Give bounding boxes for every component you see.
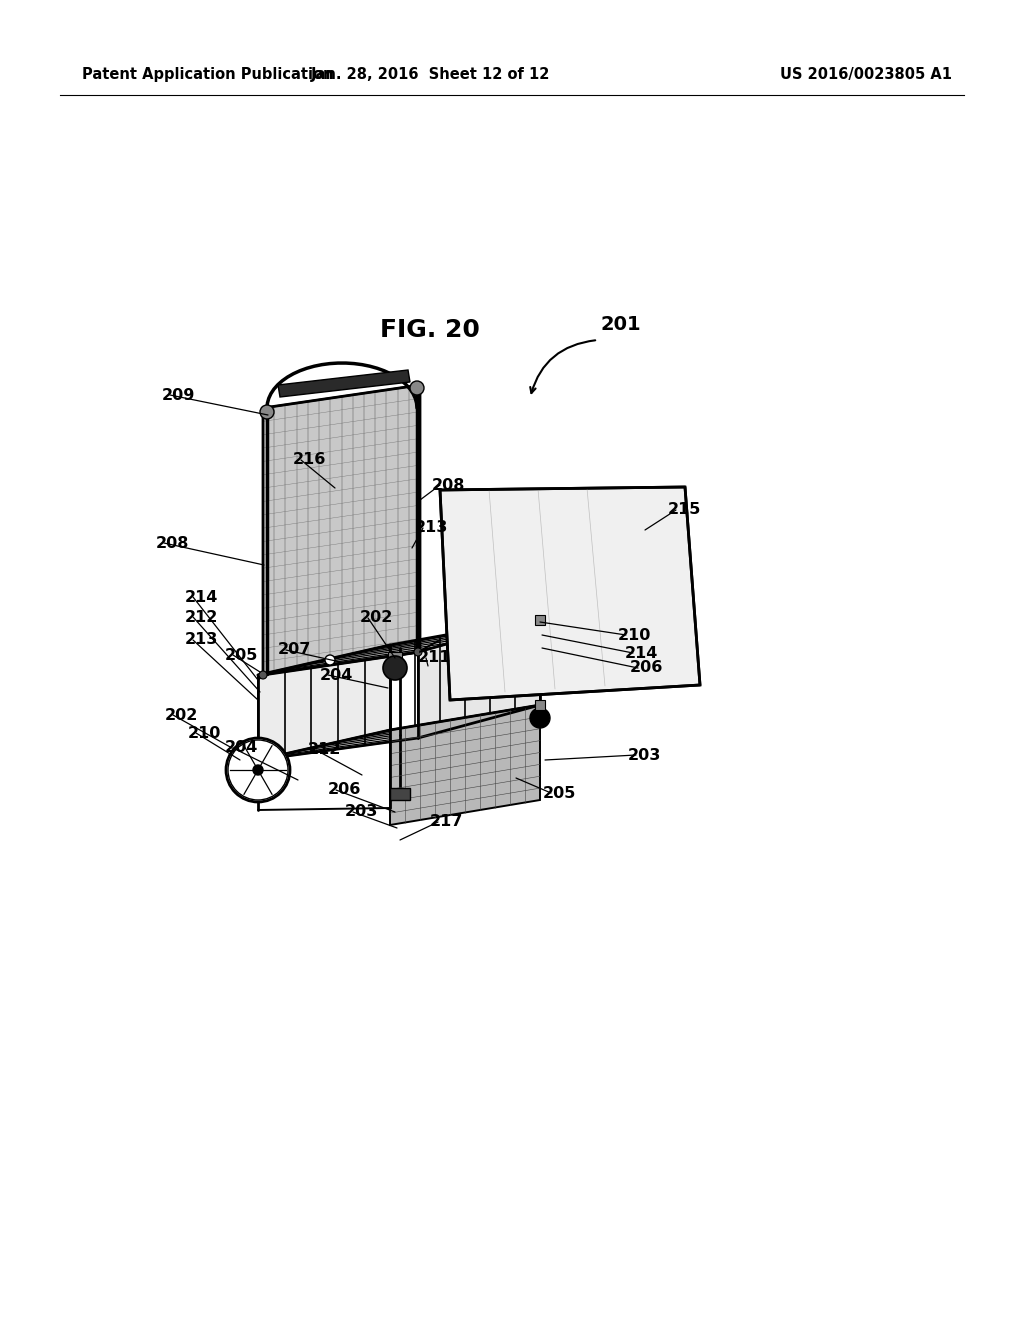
Circle shape [260,405,274,418]
Text: 208: 208 [432,478,465,492]
Text: 215: 215 [668,503,701,517]
Text: 204: 204 [225,741,258,755]
Polygon shape [258,618,540,675]
Text: Jan. 28, 2016  Sheet 12 of 12: Jan. 28, 2016 Sheet 12 of 12 [310,67,550,82]
Text: 216: 216 [293,453,327,467]
Circle shape [226,738,290,803]
Polygon shape [388,652,402,660]
Text: 208: 208 [156,536,189,550]
Text: 201: 201 [600,315,641,334]
Circle shape [383,656,407,680]
Circle shape [259,671,267,678]
Text: Patent Application Publication: Patent Application Publication [82,67,334,82]
Text: 213: 213 [185,632,218,648]
Text: 207: 207 [278,643,311,657]
Circle shape [325,655,335,665]
Polygon shape [258,705,540,760]
Text: FIG. 20: FIG. 20 [380,318,480,342]
Text: 210: 210 [188,726,221,741]
Polygon shape [263,385,420,675]
Text: 206: 206 [328,783,361,797]
Polygon shape [418,618,540,738]
Text: 205: 205 [225,648,258,663]
Text: 204: 204 [319,668,353,682]
Circle shape [530,708,550,729]
Text: 212: 212 [308,742,341,758]
Text: 211: 211 [418,651,452,665]
Polygon shape [278,370,410,397]
Circle shape [253,766,263,775]
Text: 206: 206 [630,660,664,676]
Text: 214: 214 [185,590,218,605]
Circle shape [410,381,424,395]
Polygon shape [258,645,390,760]
Text: 209: 209 [162,388,196,403]
Text: 217: 217 [430,814,464,829]
Circle shape [414,648,422,656]
Text: 202: 202 [165,708,199,722]
Text: 210: 210 [618,627,651,643]
Text: 203: 203 [628,747,662,763]
Text: 212: 212 [185,610,218,624]
Text: US 2016/0023805 A1: US 2016/0023805 A1 [780,67,952,82]
Text: 213: 213 [415,520,449,536]
Text: 203: 203 [345,804,379,820]
Polygon shape [390,705,540,825]
Polygon shape [390,788,410,800]
Polygon shape [440,487,700,700]
Text: 202: 202 [360,610,393,626]
Polygon shape [535,700,545,710]
Polygon shape [535,615,545,624]
Text: 214: 214 [625,645,658,660]
Text: 205: 205 [543,785,577,800]
